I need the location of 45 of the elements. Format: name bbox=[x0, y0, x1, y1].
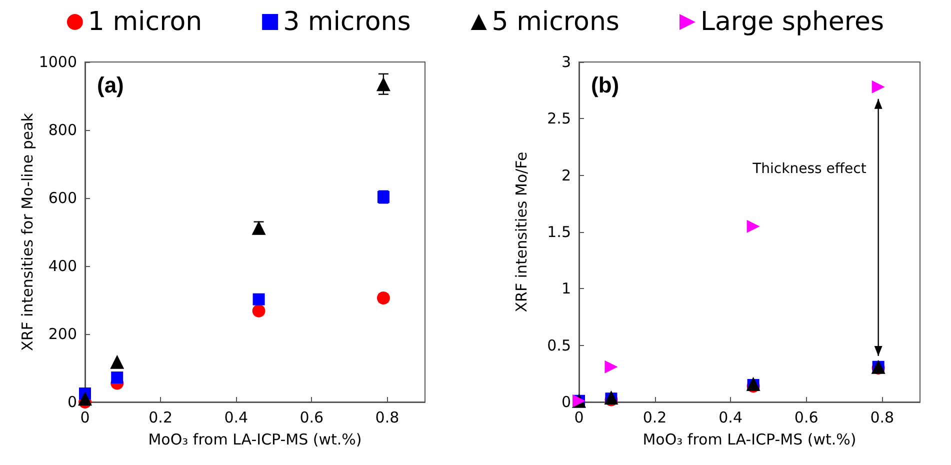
y-tick-label: 800 bbox=[48, 121, 77, 139]
x-tick-label: 0.2 bbox=[148, 408, 172, 426]
y-tick-label: 200 bbox=[48, 325, 77, 343]
annotation: (b) bbox=[591, 72, 620, 98]
y-tick-label: 3 bbox=[561, 53, 571, 71]
point bbox=[872, 80, 885, 94]
legend-label: 3 microns bbox=[283, 7, 411, 37]
y-tick-label: 1000 bbox=[38, 53, 77, 71]
y-tick-label: 1.5 bbox=[547, 223, 571, 241]
y-axis-title: XRF intensities for Mo-line peak bbox=[18, 112, 36, 351]
x-tick-label: 0 bbox=[80, 408, 90, 426]
point bbox=[111, 372, 124, 384]
y-tick-label: 1 bbox=[561, 280, 571, 298]
y-tick-label: 0.5 bbox=[547, 336, 571, 354]
x-tick-label: 0.8 bbox=[870, 408, 894, 426]
point bbox=[252, 304, 266, 318]
x-tick-label: 0 bbox=[574, 408, 584, 426]
x-tick-label: 0.6 bbox=[794, 408, 818, 426]
legend-label: Large spheres bbox=[700, 7, 884, 37]
point bbox=[78, 392, 92, 406]
y-tick-label: 400 bbox=[48, 257, 77, 275]
x-tick-label: 0.4 bbox=[718, 408, 742, 426]
x-tick-label: 0.8 bbox=[375, 408, 400, 426]
x-axis-title: MoO₃ from LA-ICP-MS (wt.%) bbox=[642, 430, 856, 448]
point bbox=[604, 360, 618, 374]
point bbox=[110, 354, 124, 369]
legend-label: 5 microns bbox=[492, 7, 620, 37]
point bbox=[376, 77, 390, 92]
point bbox=[746, 376, 760, 391]
point bbox=[252, 293, 265, 306]
y-axis-title: XRF intensities Mo/Fe bbox=[512, 152, 530, 312]
y-tick-label: 0 bbox=[67, 393, 77, 411]
legend-label: 1 micron bbox=[88, 7, 202, 37]
y-tick-label: 2 bbox=[561, 166, 571, 184]
point bbox=[746, 220, 760, 233]
point bbox=[604, 390, 618, 404]
x-tick-label: 0.6 bbox=[300, 408, 324, 426]
y-tick-label: 600 bbox=[48, 189, 77, 207]
annotation: (a) bbox=[97, 72, 124, 98]
annotation: Thickness effect bbox=[752, 161, 867, 178]
x-axis-title: MoO₃ from LA-ICP-MS (wt.%) bbox=[148, 430, 362, 448]
y-tick-label: 2.5 bbox=[547, 110, 571, 128]
y-tick-label: 0 bbox=[561, 393, 571, 411]
x-tick-label: 0.2 bbox=[642, 408, 667, 426]
x-tick-label: 0.4 bbox=[224, 408, 248, 426]
